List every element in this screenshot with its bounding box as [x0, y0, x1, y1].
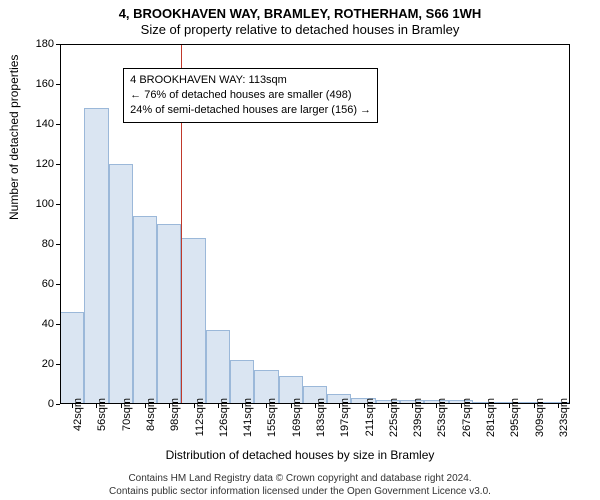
y-tick-mark: [56, 84, 60, 85]
x-tick-mark: [412, 404, 413, 408]
x-tick-label: 281sqm: [485, 398, 497, 437]
x-tick-label: 295sqm: [509, 398, 521, 437]
x-tick-mark: [194, 404, 195, 408]
x-tick-mark: [72, 404, 73, 408]
x-tick-label: 211sqm: [364, 398, 376, 436]
x-tick-label: 239sqm: [412, 398, 424, 437]
x-tick-mark: [339, 404, 340, 408]
x-tick-label: 56sqm: [96, 398, 108, 431]
x-tick-mark: [121, 404, 122, 408]
footer-line-2: Contains public sector information licen…: [0, 486, 600, 499]
annotation-line-3: 24% of semi-detached houses are larger (…: [130, 103, 371, 118]
x-tick-label: 70sqm: [121, 398, 133, 431]
y-tick-mark: [56, 124, 60, 125]
attribution-footer: Contains HM Land Registry data © Crown c…: [0, 473, 600, 498]
y-tick-mark: [56, 244, 60, 245]
annotation-line-1: 4 BROOKHAVEN WAY: 113sqm: [130, 73, 371, 88]
y-tick-mark: [56, 364, 60, 365]
x-tick-label: 169sqm: [291, 398, 303, 437]
x-tick-label: 183sqm: [315, 398, 327, 437]
y-tick-mark: [56, 164, 60, 165]
x-tick-mark: [218, 404, 219, 408]
x-tick-label: 84sqm: [145, 398, 157, 431]
x-tick-label: 126sqm: [218, 398, 230, 437]
x-tick-mark: [169, 404, 170, 408]
x-axis-label: Distribution of detached houses by size …: [0, 448, 600, 462]
x-tick-label: 112sqm: [194, 398, 206, 436]
x-tick-label: 253sqm: [436, 398, 448, 437]
x-tick-mark: [461, 404, 462, 408]
x-tick-label: 267sqm: [461, 398, 473, 437]
x-tick-mark: [364, 404, 365, 408]
x-tick-mark: [266, 404, 267, 408]
x-tick-label: 141sqm: [242, 398, 254, 437]
footer-line-1: Contains HM Land Registry data © Crown c…: [0, 473, 600, 486]
y-tick-mark: [56, 404, 60, 405]
chart-subtitle: Size of property relative to detached ho…: [0, 22, 600, 37]
annotation-line-2: ← 76% of detached houses are smaller (49…: [130, 88, 371, 103]
plot-area: 4 BROOKHAVEN WAY: 113sqm ← 76% of detach…: [60, 44, 570, 404]
x-tick-label: 309sqm: [534, 398, 546, 437]
x-tick-mark: [315, 404, 316, 408]
x-tick-mark: [436, 404, 437, 408]
x-tick-label: 42sqm: [72, 398, 84, 431]
y-tick-mark: [56, 44, 60, 45]
y-tick-mark: [56, 324, 60, 325]
x-tick-label: 197sqm: [339, 398, 351, 437]
x-tick-mark: [145, 404, 146, 408]
chart-title-address: 4, BROOKHAVEN WAY, BRAMLEY, ROTHERHAM, S…: [0, 6, 600, 21]
x-tick-mark: [96, 404, 97, 408]
y-tick-mark: [56, 284, 60, 285]
x-tick-label: 323sqm: [558, 398, 570, 437]
y-tick-mark: [56, 204, 60, 205]
x-tick-label: 98sqm: [169, 398, 181, 431]
x-tick-label: 155sqm: [266, 398, 278, 437]
x-tick-mark: [509, 404, 510, 408]
x-tick-mark: [534, 404, 535, 408]
x-tick-label: 225sqm: [388, 398, 400, 437]
x-tick-mark: [558, 404, 559, 408]
x-tick-mark: [242, 404, 243, 408]
y-axis-label: Number of detached properties: [7, 55, 21, 220]
x-tick-mark: [485, 404, 486, 408]
annotation-box: 4 BROOKHAVEN WAY: 113sqm ← 76% of detach…: [123, 68, 378, 123]
property-size-histogram: 4, BROOKHAVEN WAY, BRAMLEY, ROTHERHAM, S…: [0, 0, 600, 500]
x-tick-mark: [388, 404, 389, 408]
x-tick-mark: [291, 404, 292, 408]
